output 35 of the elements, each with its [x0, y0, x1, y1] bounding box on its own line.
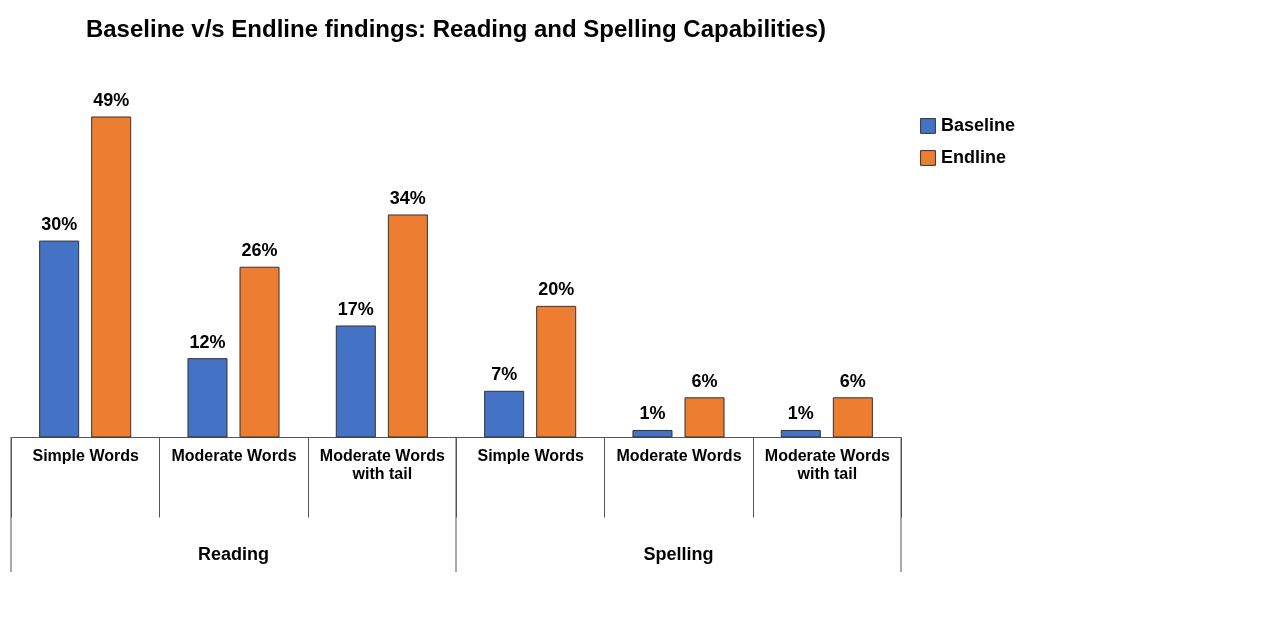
data-label: 26% — [241, 240, 278, 261]
data-label: 34% — [389, 187, 426, 208]
x-tick-label: Simple Words — [32, 446, 139, 464]
chart-title: Baseline v/s Endline findings: Reading and Spelling Capabilities) — [85, 15, 827, 42]
data-label: 30% — [41, 214, 78, 235]
x-tick-label: Moderate Words with tail — [764, 446, 890, 482]
bar — [632, 429, 673, 438]
bar — [780, 429, 821, 438]
data-label: 1% — [639, 403, 666, 424]
data-label: 6% — [839, 370, 866, 391]
legend-label: Endline — [941, 147, 1007, 167]
bar — [832, 397, 873, 438]
x-tick-label: Moderate Words — [616, 446, 742, 464]
legend-label: Baseline — [941, 115, 1016, 135]
data-label: 7% — [491, 364, 518, 385]
x-tick-label: Simple Words — [477, 446, 584, 464]
bar — [239, 266, 280, 438]
data-label: 17% — [337, 298, 374, 319]
bar — [387, 214, 428, 438]
data-label: 20% — [538, 279, 575, 300]
bar — [91, 116, 132, 438]
data-label: 1% — [787, 403, 814, 424]
data-label: 49% — [93, 90, 130, 110]
bar — [536, 305, 577, 438]
bar — [335, 325, 376, 438]
data-label: 12% — [189, 331, 226, 352]
bar — [39, 240, 80, 438]
text: Reading — [197, 544, 270, 564]
bar — [187, 358, 228, 438]
x-tick-label: Moderate Words — [171, 446, 297, 464]
data-label: 6% — [691, 370, 718, 391]
bar — [684, 397, 725, 438]
x-tick-label: Moderate Words with tail — [319, 446, 445, 482]
text: Spelling — [643, 544, 714, 564]
bar — [484, 390, 525, 438]
